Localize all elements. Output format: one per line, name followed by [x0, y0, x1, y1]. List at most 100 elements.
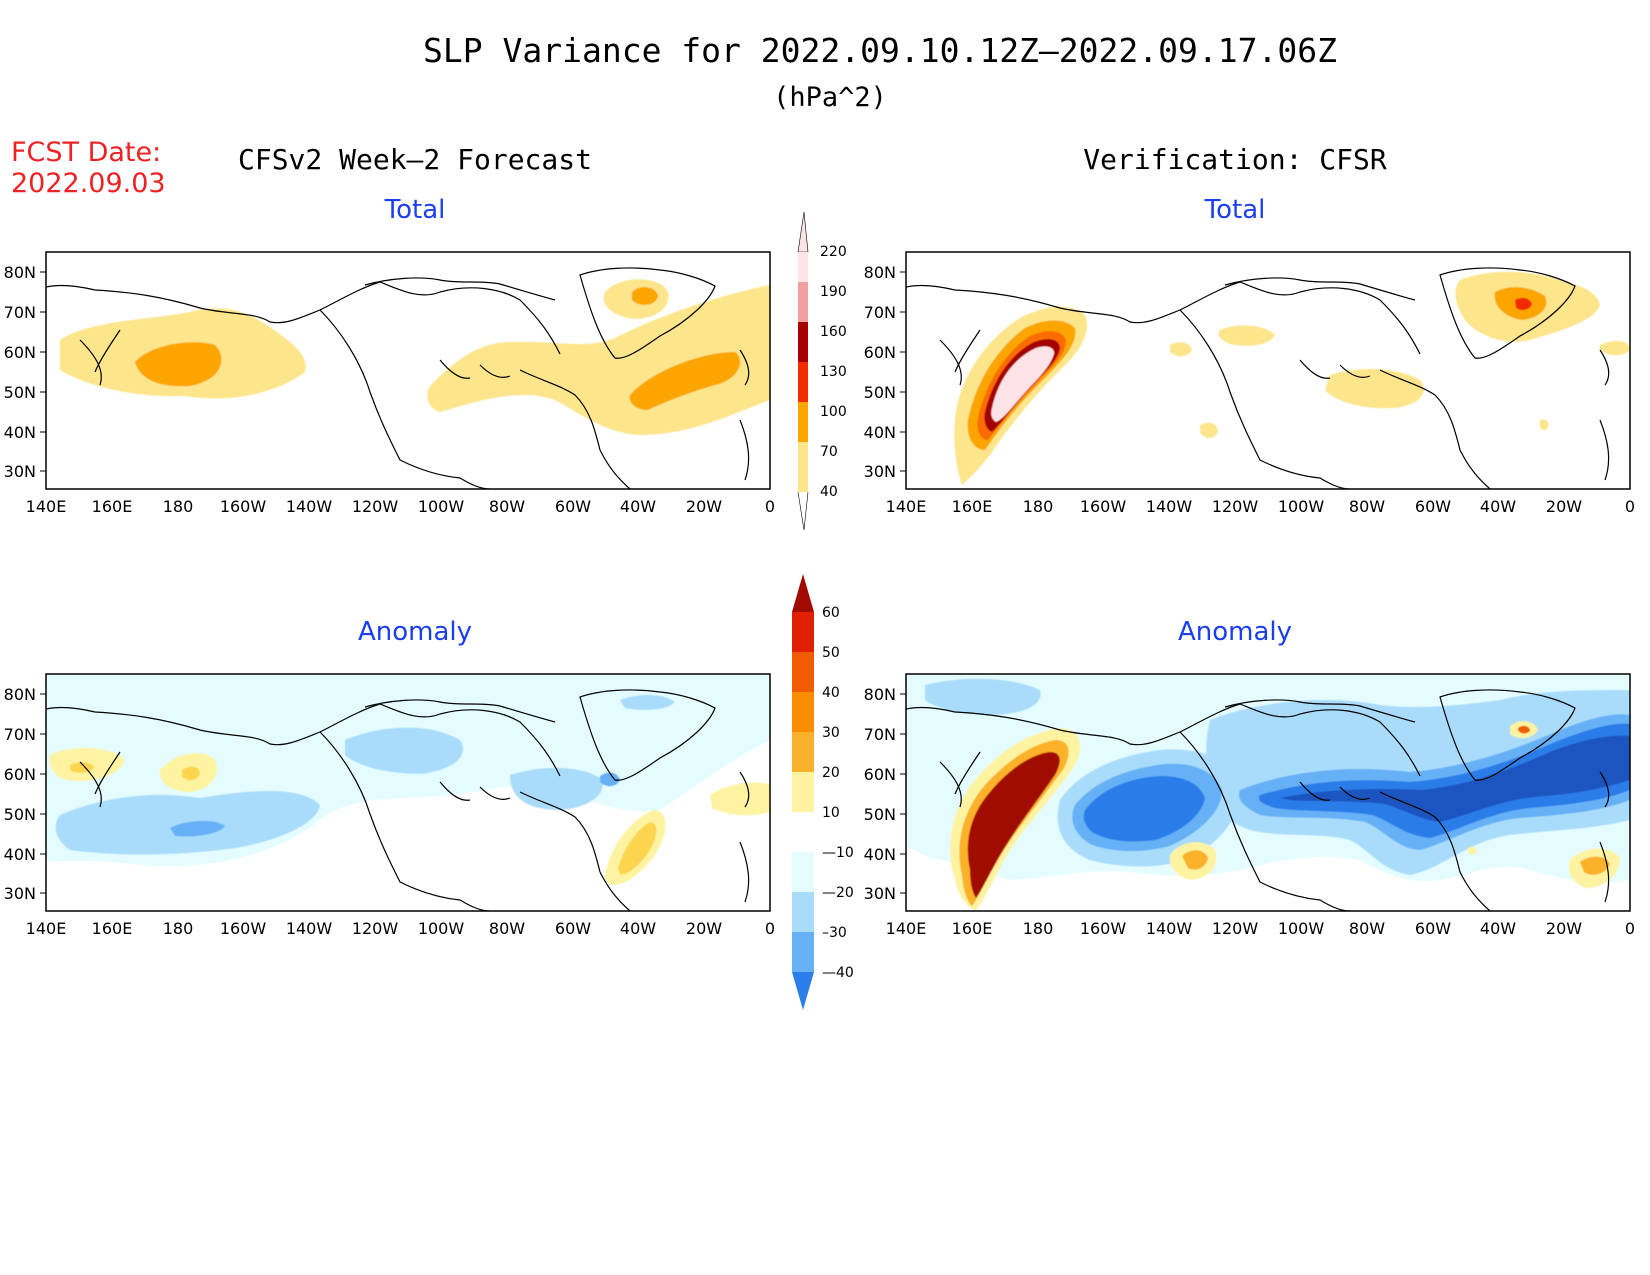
lat-tick-label: 30N — [864, 462, 896, 481]
colorbar-swatch-220 — [798, 252, 808, 282]
fcst-date-value: 2022.09.03 — [11, 168, 166, 199]
lon-tick-label: 120W — [352, 497, 399, 516]
coastlines — [906, 267, 1610, 489]
lat-tick-label: 30N — [4, 462, 36, 481]
lon-tick-label: 120W — [352, 919, 399, 938]
lon-tick-label: 80W — [1349, 919, 1385, 938]
units-label: (hPa^2) — [773, 82, 887, 113]
lon-tick-label: 140W — [1146, 919, 1193, 938]
shade-n50 — [1280, 735, 1630, 822]
lat-tick-label: 80N — [4, 685, 36, 704]
panel-title-verification-anomaly: Anomaly — [1178, 617, 1292, 647]
map-frame — [905, 251, 1631, 490]
colorbar-tick-label: 40 — [820, 484, 838, 500]
shade-a20 — [618, 822, 657, 875]
lat-tick-label: 60N — [864, 765, 896, 784]
lon-tick-label: 40W — [1480, 497, 1516, 516]
lat-tick-label: 50N — [864, 805, 896, 824]
lat-tick-label: 60N — [4, 765, 36, 784]
lon-tick-label: 80W — [489, 919, 525, 938]
lat-tick-label: 50N — [4, 383, 36, 402]
lon-tick-label: 140W — [1146, 497, 1193, 516]
lon-tick-label: 0 — [1625, 497, 1635, 516]
lat-tick-label: 30N — [864, 884, 896, 903]
lat-tick-label: 80N — [864, 263, 896, 282]
colorbar-tick-label: 40 — [822, 685, 840, 701]
shade-40 — [1539, 419, 1549, 430]
lon-axis: 140E 160E 180 160W 140W 120W 100W 80W 60… — [26, 919, 775, 938]
map-frame — [905, 673, 1631, 912]
coastlines — [906, 689, 1610, 911]
lon-tick-label: 160E — [952, 919, 993, 938]
colorbar-tick-label: 160 — [820, 324, 847, 340]
colorbar-anomaly: 60 50 40 30 20 10 —10 —20 –30 —40 — [792, 574, 854, 1010]
lon-tick-label: 80W — [489, 497, 525, 516]
colorbar-swatch-neg20 — [792, 892, 814, 932]
shade-n20 — [925, 678, 1041, 715]
verification-column-title: Verification: CFSR — [1083, 143, 1387, 176]
lat-tick-label: 50N — [864, 383, 896, 402]
lat-tick-label: 40N — [4, 423, 36, 442]
colorbar-swatch-20 — [792, 732, 814, 772]
lon-tick-label: 60W — [555, 919, 591, 938]
lon-axis: 140E 160E 180 160W 140W 120W 100W 80W 60… — [26, 497, 775, 516]
shade-n40 — [1083, 776, 1205, 842]
panel-verification-anomaly: 80N 70N 60N 50N 40N 30N 140E 160E 180 16… — [864, 673, 1635, 938]
lon-tick-label: 180 — [1023, 919, 1054, 938]
shade-n30 — [600, 772, 620, 787]
lat-tick-label: 50N — [4, 805, 36, 824]
shade-130 — [1515, 297, 1532, 311]
colorbar-tick-label: 100 — [820, 404, 847, 420]
colorbar-anomaly-bottom-cap — [792, 972, 814, 1010]
lon-tick-label: 160W — [1080, 497, 1127, 516]
lon-tick-label: 120W — [1212, 919, 1259, 938]
panel-title-forecast-anomaly: Anomaly — [358, 617, 472, 647]
lat-tick-label: 70N — [4, 725, 36, 744]
lon-tick-label: 60W — [1415, 497, 1451, 516]
lon-tick-label: 100W — [418, 919, 465, 938]
lon-tick-label: 160W — [1080, 919, 1127, 938]
colorbar-swatch-40 — [798, 442, 808, 492]
lon-tick-label: 160E — [92, 919, 133, 938]
lon-tick-label: 20W — [686, 919, 722, 938]
colorbar-swatch-neg30 — [792, 932, 814, 972]
colorbar-anomaly-top-cap — [792, 574, 814, 612]
colorbar-swatch-zero — [792, 812, 814, 852]
lat-axis: 80N 70N 60N 50N 40N 30N — [4, 263, 46, 481]
colorbar-swatch-50 — [792, 612, 814, 652]
colorbar-tick-label: 30 — [822, 725, 840, 741]
shade-70 — [135, 342, 222, 387]
colorbar-tick-label: 190 — [820, 284, 847, 300]
lon-tick-label: 100W — [418, 497, 465, 516]
shade-a30 — [1182, 850, 1208, 870]
lon-tick-label: 20W — [1546, 919, 1582, 938]
lon-tick-label: 60W — [1415, 919, 1451, 938]
lon-tick-label: 120W — [1212, 497, 1259, 516]
lon-tick-label: 180 — [163, 919, 194, 938]
shade-40 — [427, 285, 770, 435]
shade-70 — [632, 287, 658, 305]
lat-tick-label: 60N — [4, 343, 36, 362]
lon-tick-label: 140W — [286, 497, 333, 516]
lon-tick-label: 160E — [952, 497, 993, 516]
colorbar-tick-label: —40 — [822, 965, 854, 981]
coastlines — [46, 267, 750, 489]
lon-tick-label: 180 — [1023, 497, 1054, 516]
shade-n30 — [170, 820, 225, 837]
shade-a10 — [1467, 846, 1477, 855]
lon-tick-label: 140E — [886, 919, 927, 938]
lon-tick-label: 60W — [555, 497, 591, 516]
colorbar-tick-label: 10 — [822, 805, 840, 821]
shade-a20 — [182, 766, 200, 781]
colorbar-tick-label: 130 — [820, 364, 847, 380]
lon-tick-label: 20W — [1546, 497, 1582, 516]
lat-axis: 80N 70N 60N 50N 40N 30N — [864, 685, 906, 903]
coastlines — [46, 689, 750, 911]
shade-a10 — [710, 782, 770, 816]
colorbar-tick-label: 20 — [822, 765, 840, 781]
map-frame — [45, 251, 771, 490]
colorbar-swatch-190 — [798, 282, 808, 322]
shade-n40 — [1258, 723, 1630, 838]
colorbar-swatch-30 — [792, 692, 814, 732]
